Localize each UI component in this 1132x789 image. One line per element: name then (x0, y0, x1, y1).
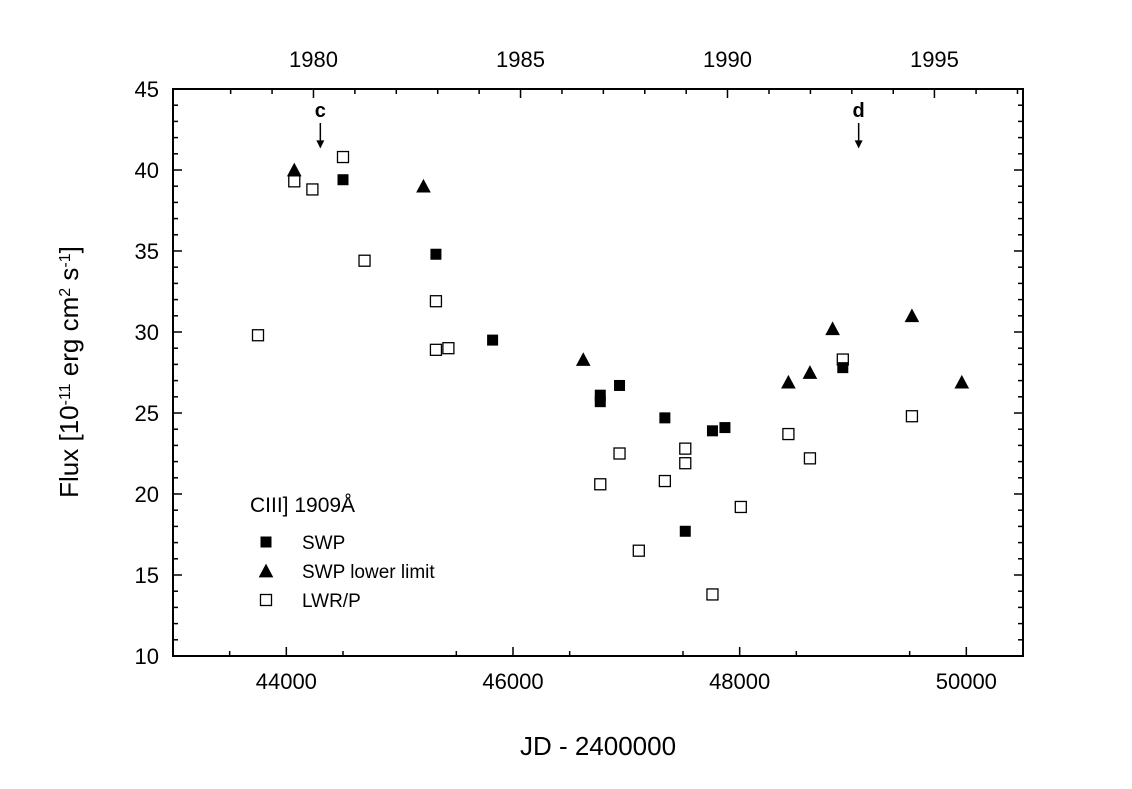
x-tick-label: 48000 (709, 669, 770, 694)
legend-label: SWP (302, 533, 345, 554)
legend: CIII] 1909Å SWP SWP lower limit LWR/P (250, 494, 435, 612)
swp-point (430, 248, 442, 260)
plot-frame (172, 88, 1024, 657)
y-tick-label: 25 (135, 401, 159, 426)
lwr-p-point (594, 478, 607, 491)
swp-point (594, 396, 606, 408)
lwr-p-point (905, 410, 919, 423)
y-tick-label: 15 (135, 563, 159, 588)
swp-point (679, 525, 691, 537)
annotation-label: c (315, 100, 326, 122)
axes-group: 44000 46000 48000 50000 1980 1985 1990 1995 10 15… (135, 47, 1024, 694)
lwr-p-point (679, 457, 692, 470)
top-tick-label: 1995 (910, 47, 959, 72)
legend-label: LWR/P (302, 591, 361, 612)
lwr-p-point (288, 175, 301, 188)
lwr-p-point (429, 343, 443, 356)
lwr-p-point (613, 447, 626, 460)
legend-marker (259, 593, 273, 607)
swp-lower-limit-point (416, 178, 431, 193)
lwr-p-point (658, 474, 672, 488)
y-axis-title: Flux [10-11 erg cm2 s-1] (54, 246, 84, 498)
lwr-p-point (429, 295, 443, 308)
swp-lower-limit-point (575, 352, 591, 366)
legend-marker (258, 563, 274, 578)
swp-point (594, 389, 606, 401)
y-title-part: erg cm (54, 297, 84, 384)
swp-lower-limit-point (904, 308, 920, 323)
y-title-part: ] (54, 246, 84, 253)
x-axis-title: JD - 2400000 (520, 731, 676, 761)
swp-point (614, 379, 626, 391)
lwr-p-point (632, 544, 645, 557)
y-title-superscript: 2 (57, 288, 74, 297)
annotation-label: d (853, 100, 865, 122)
lwr-p-point (679, 442, 692, 455)
annotation-arrow-head (854, 140, 863, 149)
data-points-group (251, 150, 970, 601)
lwr-p-point (306, 183, 319, 196)
y-tick-label: 10 (135, 644, 159, 669)
y-title-superscript: -1 (57, 253, 74, 267)
swp-lower-limit-point (802, 365, 818, 379)
swp-lower-limit-point (781, 374, 796, 389)
y-tick-label: 35 (135, 239, 159, 264)
swp-lower-limit-point (286, 162, 302, 177)
top-tick-label: 1985 (496, 47, 545, 72)
y-title-part: Flux [10 (54, 405, 84, 498)
swp-lower-limit-point (954, 374, 970, 389)
lwr-p-point (734, 500, 747, 514)
lwr-p-point (803, 452, 817, 465)
y-title-part: s (54, 268, 84, 288)
x-tick-label: 44000 (256, 669, 317, 694)
lwr-p-point (706, 588, 719, 601)
y-tick-label: 20 (135, 482, 159, 507)
y-tick-label: 45 (135, 77, 159, 102)
legend-marker (260, 536, 272, 548)
swp-point (659, 412, 671, 424)
x-tick-label: 50000 (936, 669, 997, 694)
lwr-p-point (782, 427, 795, 441)
legend-title: CIII] 1909Å (250, 494, 355, 517)
lwr-p-point (336, 150, 350, 164)
x-tick-label: 46000 (482, 669, 543, 694)
lwr-p-point (251, 329, 265, 342)
lwr-p-point (358, 254, 371, 267)
swp-point (487, 334, 499, 346)
y-tick-label: 30 (135, 320, 159, 345)
swp-point (337, 174, 349, 186)
swp-lower-limit-point (825, 321, 840, 336)
legend-label: SWP lower limit (302, 562, 435, 583)
y-title-superscript: -11 (57, 383, 74, 405)
swp-point (706, 425, 718, 437)
y-tick-label: 40 (135, 158, 159, 183)
top-tick-label: 1990 (703, 47, 752, 72)
swp-point (837, 362, 849, 374)
annotation-arrow-head (316, 140, 325, 149)
top-tick-label: 1980 (289, 47, 338, 72)
swp-point (719, 422, 731, 434)
lwr-p-point (442, 342, 455, 355)
